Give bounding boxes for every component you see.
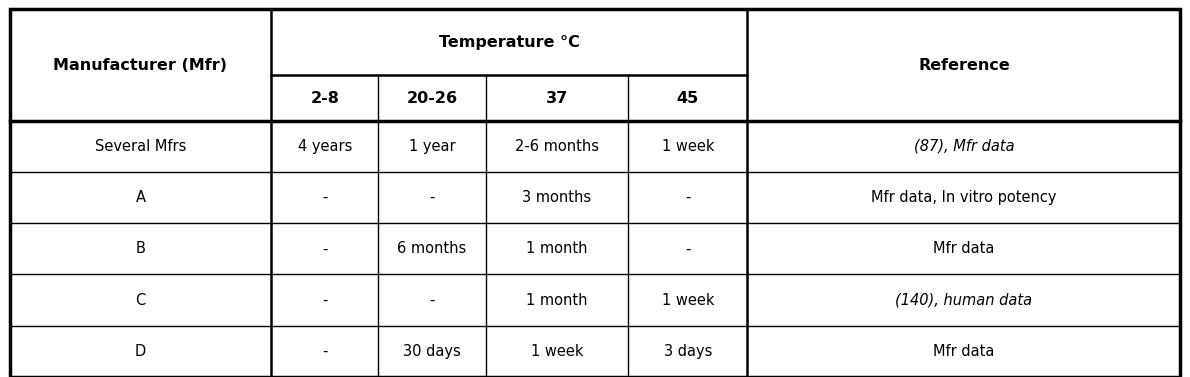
Text: Reference: Reference [917,58,1010,72]
Text: 37: 37 [546,90,568,106]
Text: -: - [685,241,690,256]
Text: -: - [430,293,434,308]
Text: 6 months: 6 months [397,241,466,256]
Text: 3 days: 3 days [664,344,712,359]
Text: Mfr data: Mfr data [933,241,995,256]
Text: Several Mfrs: Several Mfrs [95,139,186,154]
Text: -: - [322,241,327,256]
Text: 2-6 months: 2-6 months [515,139,599,154]
Text: -: - [430,190,434,205]
Text: 2-8: 2-8 [311,90,339,106]
Text: Manufacturer (Mfr): Manufacturer (Mfr) [54,58,227,72]
Text: 1 week: 1 week [662,293,714,308]
Text: 3 months: 3 months [522,190,591,205]
Text: A: A [136,190,145,205]
Text: 30 days: 30 days [403,344,461,359]
Text: 4 years: 4 years [298,139,352,154]
Text: C: C [136,293,145,308]
Text: 1 month: 1 month [526,293,588,308]
Text: Mfr data, In vitro potency: Mfr data, In vitro potency [871,190,1057,205]
Text: 1 year: 1 year [408,139,456,154]
Text: -: - [322,293,327,308]
Text: 1 week: 1 week [662,139,714,154]
Text: -: - [322,190,327,205]
Text: -: - [322,344,327,359]
Text: (140), human data: (140), human data [895,293,1033,308]
Text: -: - [685,190,690,205]
Text: (87), Mfr data: (87), Mfr data [914,139,1014,154]
Text: 20-26: 20-26 [407,90,457,106]
Text: 45: 45 [677,90,699,106]
Text: 1 month: 1 month [526,241,588,256]
Text: B: B [136,241,145,256]
Text: Mfr data: Mfr data [933,344,995,359]
Text: D: D [134,344,146,359]
Text: Temperature °C: Temperature °C [439,35,580,50]
Text: 1 week: 1 week [531,344,583,359]
